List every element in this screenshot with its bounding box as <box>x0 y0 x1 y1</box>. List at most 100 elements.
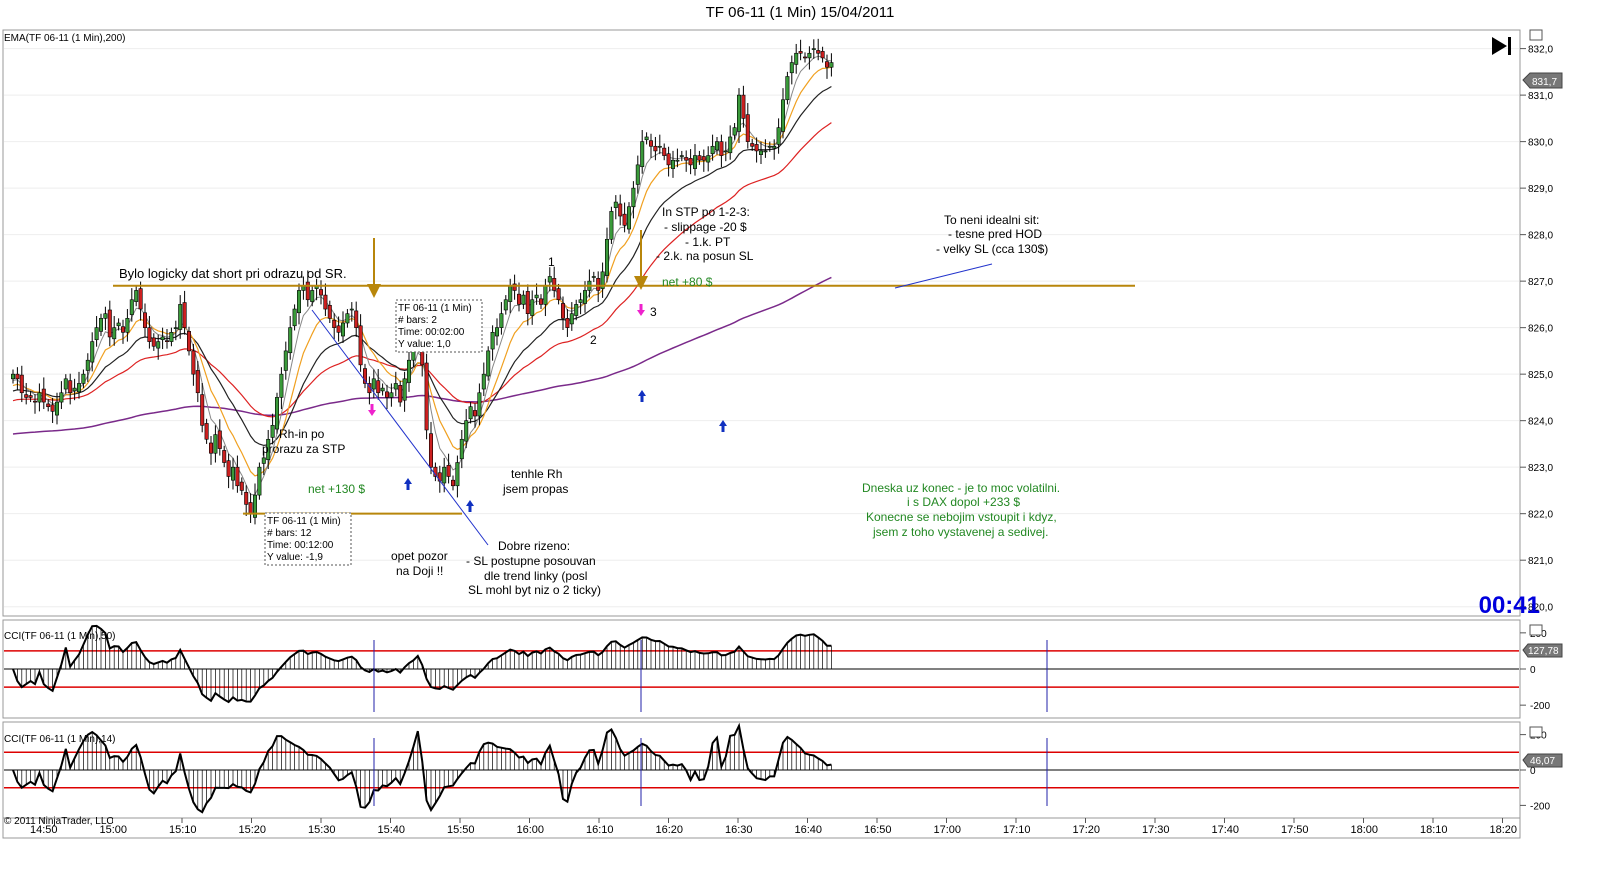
candle-body <box>807 52 812 59</box>
price-panel[interactable] <box>2 29 1521 617</box>
price-tick-label: 827,0 <box>1528 277 1553 288</box>
candle-body <box>666 153 671 166</box>
time-tick-label: 16:40 <box>795 824 823 836</box>
last-price-tag: 831,7 <box>1522 72 1563 89</box>
candle-body <box>112 327 117 340</box>
candle-body <box>701 156 706 161</box>
price-tick-label: 824,0 <box>1528 417 1553 428</box>
annotation-label-3: 3 <box>650 305 657 319</box>
candle-body <box>151 337 156 347</box>
cci50-value-tag: 127,78 <box>1522 643 1563 658</box>
candle-body <box>688 158 693 166</box>
candle-body <box>116 322 121 327</box>
candle-body <box>195 370 200 394</box>
time-tick-label: 18:10 <box>1420 824 1448 836</box>
candle-body <box>446 465 451 477</box>
candle-body <box>464 420 469 442</box>
candle-body <box>134 290 139 302</box>
candle-body <box>816 50 821 54</box>
candle-body <box>402 378 407 401</box>
annotation-text: - slippage -20 $ <box>664 220 747 234</box>
time-tick-label: 16:30 <box>725 824 753 836</box>
candle-body <box>525 291 530 314</box>
time-tick-label: 15:50 <box>447 824 475 836</box>
candle-body <box>147 327 152 342</box>
candle-body <box>182 302 187 328</box>
panel-config-button[interactable] <box>1529 624 1543 636</box>
annotation-text: opet pozor <box>391 549 448 563</box>
candle-body <box>472 410 477 417</box>
candle-body <box>239 481 244 491</box>
candle-body <box>758 150 763 155</box>
candle-body <box>662 147 667 156</box>
candle-body <box>622 213 627 226</box>
annotation-end-note: Dneska uz konec - je to moc volatilni. <box>862 481 1060 495</box>
measure-info-line: Y value: -1,9 <box>267 552 323 563</box>
candle-body <box>165 340 170 342</box>
candle-body <box>728 136 733 154</box>
candle-body <box>697 155 702 161</box>
candle-body <box>332 319 337 328</box>
candle-body <box>692 155 697 169</box>
candle-body <box>19 374 24 394</box>
candle-body <box>103 313 108 319</box>
annotation-label-1: 1 <box>548 255 555 269</box>
time-tick-label: 14:50 <box>30 824 58 836</box>
candle-body <box>780 99 785 132</box>
cci-tick-label: -200 <box>1530 801 1550 812</box>
annotation-text: na Doji !! <box>396 564 443 578</box>
candle-body <box>811 48 816 50</box>
candle-body <box>820 51 825 59</box>
candle-body <box>248 502 253 514</box>
price-tick-label: 822,0 <box>1528 510 1553 521</box>
measure-info-line: Y value: 1,0 <box>398 339 451 350</box>
candle-body <box>292 308 297 327</box>
price-tick-label: 828,0 <box>1528 231 1553 242</box>
skip-to-end-icon[interactable] <box>1492 37 1511 55</box>
candle-body <box>318 289 323 296</box>
price-tick-label: 830,0 <box>1528 138 1553 149</box>
time-axis <box>2 817 1521 839</box>
annotation-text: jsem propas <box>502 482 568 496</box>
annotation-end-note: Konecne se nebojim vstoupit i kdyz, <box>866 510 1057 524</box>
measure-info-line: Time: 00:12:00 <box>267 540 334 551</box>
entry-arrow-head <box>367 284 381 298</box>
candle-body <box>398 385 403 403</box>
candle-body <box>455 462 460 487</box>
candle-body <box>684 157 689 161</box>
annotation-label-2: 2 <box>590 333 597 347</box>
candle-body <box>640 141 645 168</box>
annotation-net130: net +130 $ <box>308 482 365 496</box>
candle-body <box>54 401 59 416</box>
copyright-text: © 2011 NinjaTrader, LLC <box>4 816 114 827</box>
candle-body <box>736 94 741 132</box>
candle-body <box>741 94 746 119</box>
buy-arrow-icon <box>719 420 727 432</box>
candle-body <box>481 373 486 390</box>
time-tick-label: 17:10 <box>1003 824 1031 836</box>
candle-body <box>653 145 658 152</box>
price-tick-label: 832,0 <box>1528 45 1553 56</box>
panel-config-button[interactable] <box>1529 29 1543 41</box>
candle-body <box>191 350 196 375</box>
candle-body <box>288 327 293 354</box>
annotation-text: tenhle Rh <box>511 467 562 481</box>
annotation-end-note: i s DAX dopol +233 $ <box>907 495 1020 509</box>
candle-body <box>345 313 350 324</box>
chart-title: TF 06-11 (1 Min) 15/04/2011 <box>705 4 895 21</box>
price-tick-label: 825,0 <box>1528 370 1553 381</box>
measure-info-line: TF 06-11 (1 Min) <box>398 303 472 314</box>
panel-config-button[interactable] <box>1529 726 1543 738</box>
candle-body <box>226 460 231 477</box>
candle-body <box>547 276 552 283</box>
time-tick-label: 17:40 <box>1212 824 1240 836</box>
candle-body <box>94 327 99 341</box>
candle-body <box>512 283 517 291</box>
time-tick-label: 15:00 <box>100 824 128 836</box>
time-tick-label: 18:20 <box>1490 824 1518 836</box>
price-tick-label: 826,0 <box>1528 324 1553 335</box>
candle-body <box>829 62 834 68</box>
